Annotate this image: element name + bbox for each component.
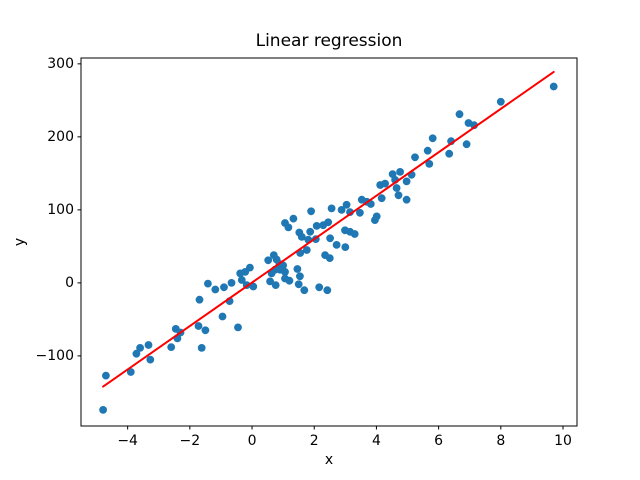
scatter-point <box>284 223 293 232</box>
scatter-point <box>332 241 341 249</box>
scatter-point <box>324 218 333 227</box>
scatter-point <box>285 276 294 285</box>
scatter-point <box>402 177 411 186</box>
scatter-point <box>323 286 332 295</box>
scatter-point <box>218 312 227 321</box>
scatter-point <box>227 279 236 287</box>
scatter-point <box>102 371 110 380</box>
scatter-point <box>392 184 401 192</box>
scatter-point <box>455 110 464 119</box>
scatter-point <box>388 170 397 179</box>
scatter-point <box>194 322 203 330</box>
scatter-point <box>201 326 210 335</box>
scatter-point <box>423 146 432 155</box>
scatter-point <box>462 140 471 149</box>
scatter-point <box>300 286 309 295</box>
x-tick-label: 4 <box>371 433 381 449</box>
scatter-point <box>211 285 220 294</box>
scatter-point <box>234 323 242 332</box>
regression-line <box>102 70 555 388</box>
scatter-point <box>496 97 505 106</box>
y-axis-label: y <box>12 237 28 247</box>
scatter-point <box>289 214 298 223</box>
scatter-point <box>264 256 273 265</box>
scatter-point <box>204 279 212 288</box>
scatter-point <box>266 277 274 286</box>
y-tick-label: 0 <box>65 274 74 291</box>
scatter-point <box>197 344 206 352</box>
y-tick-label: −100 <box>35 347 74 364</box>
x-tick-label: −2 <box>179 433 201 449</box>
x-tick-label: −4 <box>117 433 138 449</box>
scatter-point <box>326 234 334 243</box>
scatter-point <box>246 263 254 272</box>
scatter-point <box>315 283 324 292</box>
y-tick-label: 300 <box>47 55 74 72</box>
scatter-point <box>425 160 434 168</box>
scatter-point <box>302 246 311 254</box>
x-tick-label: 10 <box>554 433 572 449</box>
scatter-point <box>271 281 280 289</box>
scatter-point <box>312 222 321 230</box>
x-tick-label: 0 <box>247 433 257 449</box>
scatter-point <box>428 134 437 143</box>
scatter-point <box>297 233 306 241</box>
scatter-point <box>249 282 258 291</box>
scatter-point <box>306 227 315 236</box>
scatter-point <box>281 268 289 276</box>
scatter-point <box>237 276 246 284</box>
scatter-point <box>220 283 228 292</box>
scatter-point <box>144 341 153 349</box>
scatter-point <box>411 153 419 162</box>
x-axis-label: x <box>324 452 334 468</box>
scatter-point <box>294 280 303 289</box>
scatter-point <box>296 272 304 281</box>
scatter-series <box>99 82 558 414</box>
chart-title: Linear regression <box>255 31 403 51</box>
y-tick-label: 100 <box>47 201 74 218</box>
x-tick-label: 2 <box>309 433 319 449</box>
scatter-point <box>372 212 381 221</box>
scatter-point <box>445 149 454 158</box>
scatter-point <box>402 195 411 204</box>
scatter-point <box>132 349 141 358</box>
scatter-point <box>293 265 302 273</box>
axes-box <box>80 57 578 427</box>
scatter-point <box>341 243 350 252</box>
scatter-point <box>146 355 155 364</box>
scatter-point <box>346 208 354 217</box>
scatter-point <box>337 206 346 214</box>
tick-marks <box>77 63 564 430</box>
scatter-point <box>342 200 351 209</box>
scatter-point <box>167 343 176 351</box>
scatter-point <box>126 368 135 376</box>
scatter-point <box>356 208 364 217</box>
scatter-point <box>394 191 403 200</box>
regression-line-layer <box>102 70 555 388</box>
scatter-point <box>325 254 334 262</box>
scatter-point <box>377 194 386 203</box>
y-tick-label: 200 <box>47 128 74 145</box>
scatter-point <box>396 168 404 176</box>
x-tick-label: 6 <box>434 433 444 449</box>
scatter-point <box>327 204 336 213</box>
scatter-point <box>350 230 359 238</box>
scatter-point <box>195 295 204 304</box>
scatter-point <box>381 179 389 188</box>
scatter-point <box>99 406 107 414</box>
scatter-point <box>136 344 145 352</box>
scatter-point <box>307 207 315 216</box>
scatter-point <box>549 82 558 91</box>
x-tick-label: 8 <box>496 433 506 449</box>
